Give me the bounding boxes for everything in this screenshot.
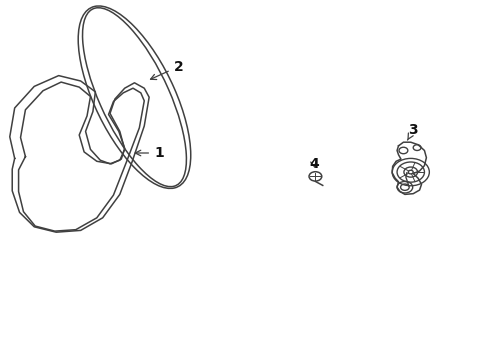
Text: 4: 4 xyxy=(308,157,318,171)
Text: 2: 2 xyxy=(150,60,183,80)
Text: 3: 3 xyxy=(407,123,417,140)
Text: 1: 1 xyxy=(135,146,163,160)
